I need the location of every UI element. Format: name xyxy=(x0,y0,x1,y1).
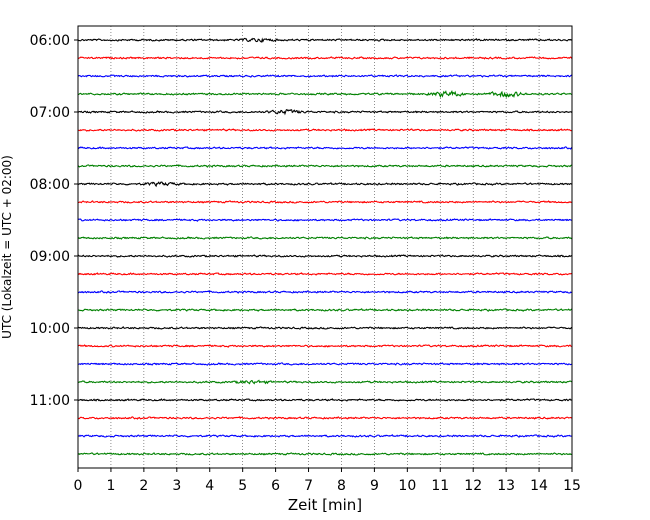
x-tick-label-7: 7 xyxy=(304,478,313,494)
x-tick-label-10: 10 xyxy=(398,478,416,494)
x-tick-label-4: 4 xyxy=(205,478,214,494)
x-tick-label-0: 0 xyxy=(74,478,83,494)
x-tick-label-2: 2 xyxy=(139,478,148,494)
trace-0800 xyxy=(77,181,573,188)
trace-0730 xyxy=(77,146,573,150)
y-tick-label-06:00: 06:00 xyxy=(30,33,70,49)
trace-0600 xyxy=(77,37,573,43)
y-tick-label-07:00: 07:00 xyxy=(30,105,70,121)
trace-1015 xyxy=(77,344,573,348)
x-tick-label-9: 9 xyxy=(370,478,379,494)
trace-0830 xyxy=(77,218,573,222)
trace-0915 xyxy=(77,272,573,276)
trace-1145 xyxy=(77,452,573,456)
trace-0700 xyxy=(77,108,573,116)
y-axis-label: UTC (Lokalzeit = UTC + 02:00) xyxy=(0,155,14,339)
x-tick-label-3: 3 xyxy=(172,478,181,494)
trace-1130 xyxy=(77,434,573,438)
trace-0945 xyxy=(77,308,573,312)
trace-1100 xyxy=(77,398,573,402)
x-tick-label-8: 8 xyxy=(337,478,346,494)
trace-1030 xyxy=(77,362,573,366)
x-tick-label-1: 1 xyxy=(106,478,115,494)
trace-group xyxy=(77,37,573,456)
trace-0715 xyxy=(77,128,573,132)
trace-0745 xyxy=(77,164,573,168)
trace-0815 xyxy=(77,200,573,204)
y-tick-label-10:00: 10:00 xyxy=(30,321,70,337)
x-tick-label-11: 11 xyxy=(431,478,449,494)
trace-1000 xyxy=(77,326,573,330)
x-axis-label: Zeit [min] xyxy=(288,496,362,514)
trace-0845 xyxy=(77,236,573,240)
trace-0615 xyxy=(77,56,573,60)
trace-0645 xyxy=(77,90,573,99)
y-axis-ticks: 06:00 07:00 08:00 09:00 10:00 11:00 xyxy=(30,33,78,409)
vertical-grid-lines xyxy=(110,26,540,468)
x-tick-label-15: 15 xyxy=(563,478,581,494)
x-tick-label-6: 6 xyxy=(271,478,280,494)
trace-0930 xyxy=(77,290,573,294)
trace-1045 xyxy=(77,379,573,385)
x-tick-label-5: 5 xyxy=(238,478,247,494)
plot-frame xyxy=(77,25,573,469)
x-axis-ticks: 0 1 2 3 4 5 6 7 8 9 10 11 12 13 14 15 xyxy=(74,468,581,494)
y-tick-label-09:00: 09:00 xyxy=(30,249,70,265)
x-tick-label-12: 12 xyxy=(464,478,482,494)
trace-0900 xyxy=(77,254,573,258)
y-tick-label-11:00: 11:00 xyxy=(30,393,70,409)
x-tick-label-14: 14 xyxy=(530,478,548,494)
trace-0630 xyxy=(77,74,573,78)
x-tick-label-13: 13 xyxy=(497,478,515,494)
y-tick-label-08:00: 08:00 xyxy=(30,177,70,193)
trace-1115 xyxy=(77,416,573,420)
